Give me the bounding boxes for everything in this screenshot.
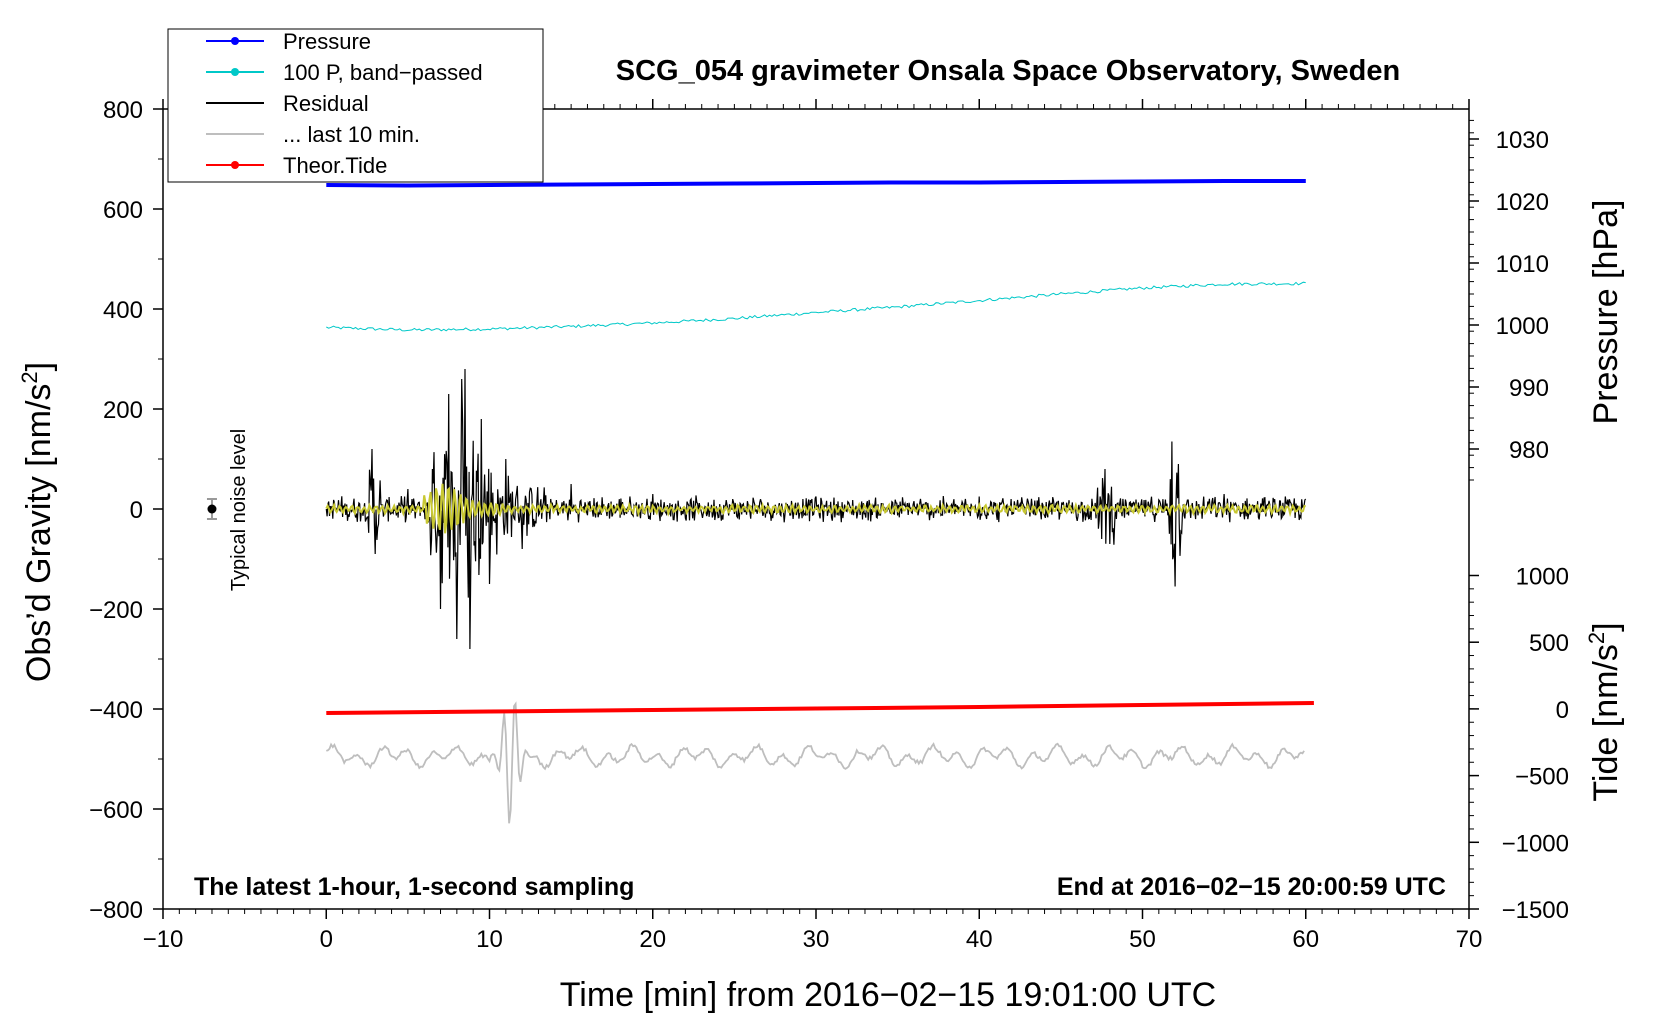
x-tick-label: 20: [639, 926, 666, 953]
tide-tick-label: −500: [1515, 764, 1569, 791]
noise-level-label: Typical noise level: [228, 429, 250, 591]
x-tick-label: 70: [1456, 926, 1483, 953]
y-tick-label: 400: [103, 297, 143, 324]
y-axis-title-tide: Tide [nm/s2]: [1584, 622, 1625, 801]
x-axis-title: Time [min] from 2016−02−15 19:01:00 UTC: [560, 976, 1216, 1014]
annotation-end-time: End at 2016−02−15 20:00:59 UTC: [1057, 873, 1446, 901]
legend-label: Residual: [283, 91, 369, 116]
y-axis-title-pressure: Pressure [hPa]: [1587, 200, 1625, 425]
pressure-tick-label: 1020: [1496, 189, 1549, 216]
legend-box: [167, 28, 544, 183]
legend-swatch-marker: [231, 68, 239, 76]
pressure-series-line: [326, 179, 1306, 188]
legend-label: Theor.Tide: [283, 153, 387, 178]
theoretical-tide-series-line: [326, 701, 1314, 715]
tide-tick-label: 1000: [1516, 564, 1569, 591]
tide-tick-label: 0: [1556, 697, 1569, 724]
x-tick-label: 0: [320, 926, 333, 953]
legend-swatch-marker: [231, 37, 239, 45]
y-tick-label: 200: [103, 397, 143, 424]
y-tick-label: −600: [89, 797, 143, 824]
noise-errorbar-point: [207, 504, 217, 514]
pressure-tick-label: 1030: [1496, 127, 1549, 154]
y-tick-label: −200: [89, 597, 143, 624]
y-axis-title-gravity: Obs’d Gravity [nm/s2]: [17, 362, 58, 682]
x-tick-label: −10: [143, 926, 184, 953]
y-tick-label: 800: [103, 97, 143, 124]
annotation-sampling: The latest 1-hour, 1-second sampling: [194, 873, 634, 901]
last-10-min-series-line: [326, 701, 1305, 824]
tide-tick-label: −1500: [1502, 897, 1569, 924]
x-tick-label: 10: [476, 926, 503, 953]
y-tick-label: −800: [89, 897, 143, 924]
legend-label: Pressure: [283, 29, 371, 54]
y-tick-label: 0: [130, 497, 143, 524]
pressure-tick-label: 1010: [1496, 251, 1549, 278]
legend-label: ... last 10 min.: [283, 122, 420, 147]
x-tick-label: 60: [1292, 926, 1319, 953]
y-tick-label: 600: [103, 197, 143, 224]
x-tick-label: 30: [803, 926, 830, 953]
pressure-tick-label: 1000: [1496, 313, 1549, 340]
residual-series-line: [325, 368, 1307, 650]
chart-title: SCG_054 gravimeter Onsala Space Observat…: [616, 55, 1400, 87]
tide-tick-label: −1000: [1502, 830, 1569, 857]
pressure-tick-label: 980: [1509, 437, 1549, 464]
x-tick-label: 40: [966, 926, 993, 953]
band-passed-pressure-series-line: [326, 281, 1306, 332]
y-tick-label: −400: [89, 697, 143, 724]
legend-label: 100 P, band−passed: [283, 60, 483, 85]
legend-swatch-marker: [231, 161, 239, 169]
x-tick-label: 50: [1129, 926, 1156, 953]
pressure-tick-label: 990: [1509, 375, 1549, 402]
legend: Pressure 100 P, band−passed Residual ... la…: [167, 28, 544, 183]
tide-tick-label: 500: [1529, 630, 1569, 657]
filtered-residual-series-line: [325, 483, 1306, 534]
